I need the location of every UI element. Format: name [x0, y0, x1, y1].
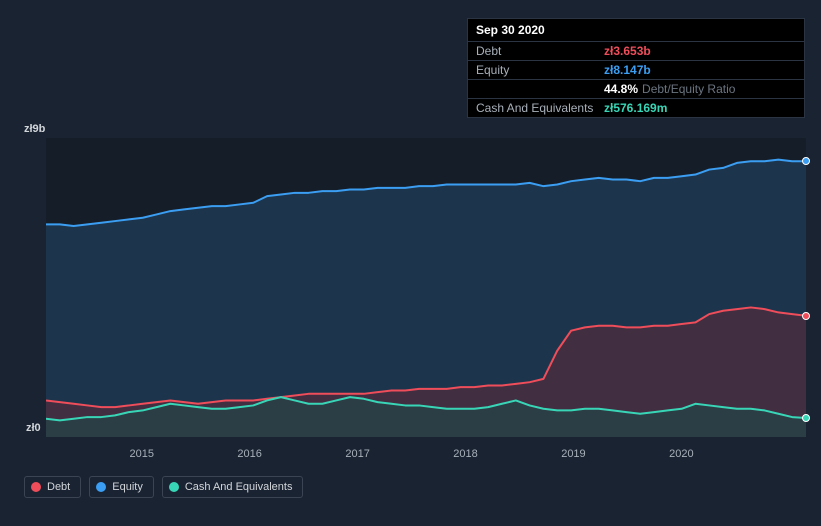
y-axis-label-max: zł9b	[24, 123, 45, 135]
tooltip-row-value: zł3.653b	[604, 44, 651, 58]
tooltip-row-suffix: Debt/Equity Ratio	[642, 82, 735, 96]
tooltip-row: Equityzł8.147b	[468, 61, 804, 80]
legend-item-label: Debt	[47, 481, 70, 493]
legend-dot-icon	[169, 482, 179, 492]
plot-area[interactable]	[46, 138, 806, 437]
x-axis-tick: 2020	[669, 448, 693, 460]
series-end-marker	[802, 157, 810, 165]
tooltip-row: 44.8%Debt/Equity Ratio	[468, 80, 804, 99]
x-axis-tick: 2017	[345, 448, 369, 460]
tooltip-row-label: Equity	[476, 63, 604, 77]
legend-dot-icon	[31, 482, 41, 492]
chart-container: zł9b zł0 2015 2016 2017 2018 2019 2020 Debt Eq…	[14, 120, 807, 510]
x-axis: 2015 2016 2017 2018 2019 2020	[46, 444, 806, 464]
tooltip-row: Debtzł3.653b	[468, 42, 804, 61]
series-end-marker	[802, 414, 810, 422]
tooltip-row-label	[476, 82, 604, 96]
legend-item[interactable]: Debt	[24, 476, 81, 498]
legend-item[interactable]: Equity	[89, 476, 154, 498]
tooltip-row-label: Cash And Equivalents	[476, 101, 604, 115]
tooltip-row: Cash And Equivalentszł576.169m	[468, 99, 804, 117]
x-axis-tick: 2016	[237, 448, 261, 460]
tooltip-row-value: zł8.147b	[604, 63, 651, 77]
legend-item-label: Cash And Equivalents	[185, 481, 293, 493]
tooltip-row-value: zł576.169m	[604, 101, 667, 115]
tooltip-date: Sep 30 2020	[468, 19, 804, 42]
legend: Debt Equity Cash And Equivalents	[24, 476, 303, 498]
legend-item-label: Equity	[112, 481, 143, 493]
x-axis-tick: 2018	[453, 448, 477, 460]
x-axis-tick: 2015	[130, 448, 154, 460]
y-axis-label-min: zł0	[26, 422, 41, 434]
tooltip-row-label: Debt	[476, 44, 604, 58]
x-axis-tick: 2019	[561, 448, 585, 460]
series-end-marker	[802, 312, 810, 320]
chart-tooltip: Sep 30 2020 Debtzł3.653bEquityzł8.147b44…	[467, 18, 805, 118]
legend-dot-icon	[96, 482, 106, 492]
tooltip-row-value: 44.8%Debt/Equity Ratio	[604, 82, 735, 96]
legend-item[interactable]: Cash And Equivalents	[162, 476, 304, 498]
